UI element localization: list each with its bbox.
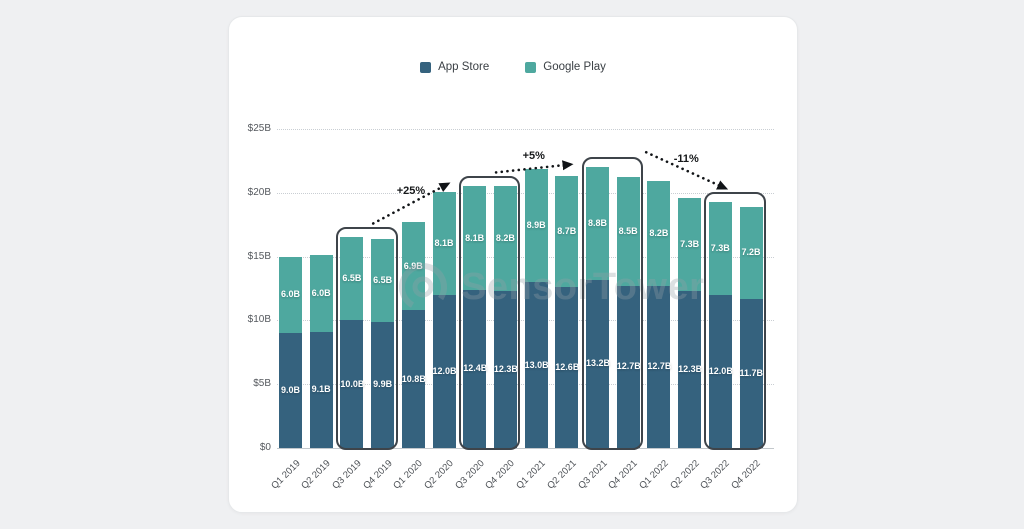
bar-segment: 6.5B [340,237,364,321]
legend-item-google-play: Google Play [525,61,606,73]
bar-segment: 8.2B [647,181,671,286]
bar-value-label: 12.0B [708,365,733,376]
bar-segment: 6.5B [371,238,395,322]
bar-value-label: 9.9B [373,379,393,390]
bar-segment: 12.6B [555,287,580,448]
bar-segment: 8.7B [555,176,579,288]
legend-item-app-store: App Store [420,61,489,73]
bar-value-label: 12.7B [616,361,641,372]
bar-value-label: 12.3B [678,364,703,375]
bar-segment: 12.7B [616,285,641,448]
y-axis-label: $25B [247,123,271,134]
plot-area: $0 $5B $10B $15B $20B $25B 9.0B 6.0B Q1 2019 9.1B… [229,17,797,512]
bar-value-label: 13.2B [586,358,611,369]
bar-segment: 13.0B [524,282,549,448]
y-axis-label: $20B [247,186,271,198]
bar-segment: 12.3B [493,291,518,448]
bar-value-label: 6.0B [280,289,300,300]
y-axis-label: $10B [247,314,271,326]
bar-value-label: 6.5B [373,274,393,285]
google-play-swatch-icon [525,61,537,73]
bar-value-label: 12.4B [463,363,488,374]
bar-segment: 8.2B [493,186,517,292]
chart-card: App Store Google Play $0 $5B $10B $15B $20B $… [228,16,798,513]
bar-segment: 10.8B [401,310,426,448]
bar-segment: 8.9B [524,168,548,283]
bar-segment: 12.4B [463,289,488,448]
bar-value-label: 9.0B [280,385,300,396]
annotation-label: +5% [522,150,545,163]
y-axis-label: $0 [259,442,271,453]
bar-value-label: 11.7B [739,367,764,378]
bar-value-label: 8.9B [526,219,546,230]
bar-segment: 13.2B [586,279,611,448]
bar-value-label: 10.0B [340,378,365,389]
x-axis-label: Q4 2021 [606,458,640,492]
annotation-label: -11% [673,152,699,165]
bar-segment: 10.0B [340,320,365,448]
gridline [277,129,774,130]
chart-legend: App Store Google Play [229,61,797,73]
annotation-label: +25% [396,185,426,198]
x-axis-label: Q1 2019 [268,458,303,492]
bar-segment: 7.3B [708,201,732,295]
bar-value-label: 12.3B [493,364,518,375]
bar-value-label: 8.7B [557,226,577,237]
bar-segment: 12.7B [647,285,672,448]
bar-segment: 12.0B [432,294,457,448]
bar-value-label: 9.1B [311,384,331,395]
bar-value-label: 8.8B [587,217,607,228]
x-axis-label: Q3 2022 [698,458,733,492]
bar-segment: 9.0B [279,333,302,448]
bar-value-label: 10.8B [401,373,426,384]
x-axis-line [277,448,774,449]
bar-value-label: 6.0B [311,288,331,299]
bar-segment: 8.1B [432,191,456,295]
x-axis-label: Q2 2019 [299,458,333,492]
bar-value-label: 7.2B [741,247,761,258]
y-axis-label: $15B [247,250,271,262]
bar-segment: 6.9B [401,222,425,311]
bar-value-label: 7.3B [710,242,730,253]
bar-value-label: 8.2B [495,233,515,244]
bar-value-label: 8.2B [649,228,669,239]
legend-label-google-play: Google Play [543,61,606,73]
bar-segment: 6.0B [279,256,302,334]
bar-segment: 12.3B [678,291,703,448]
x-axis-label: Q1 2020 [391,458,426,492]
bar-value-label: 7.3B [680,238,700,249]
bar-value-label: 8.1B [465,232,485,243]
app-store-swatch-icon [420,61,432,73]
legend-label-app-store: App Store [438,61,490,73]
bar-segment: 8.8B [586,167,609,280]
bar-value-label: 13.0B [524,359,549,370]
bar-segment: 7.3B [678,197,702,292]
bar-value-label: 12.0B [432,365,457,376]
bar-segment: 8.1B [463,186,487,290]
bar-value-label: 8.5B [618,226,638,237]
bar-segment: 11.7B [739,298,764,448]
bar-segment: 6.0B [309,255,333,332]
bar-segment: 9.1B [309,331,333,448]
bar-value-label: 8.1B [434,237,454,248]
bar-value-label: 12.6B [555,362,580,373]
bar-segment: 9.9B [371,321,395,448]
bar-segment: 12.0B [708,294,733,448]
bar-value-label: 6.9B [403,260,423,271]
bar-value-label: 6.5B [342,273,362,284]
bar-segment: 8.5B [616,177,640,286]
bar-value-label: 12.7B [647,361,672,372]
y-axis-label: $5B [253,378,271,390]
bar-segment: 7.2B [739,206,763,299]
